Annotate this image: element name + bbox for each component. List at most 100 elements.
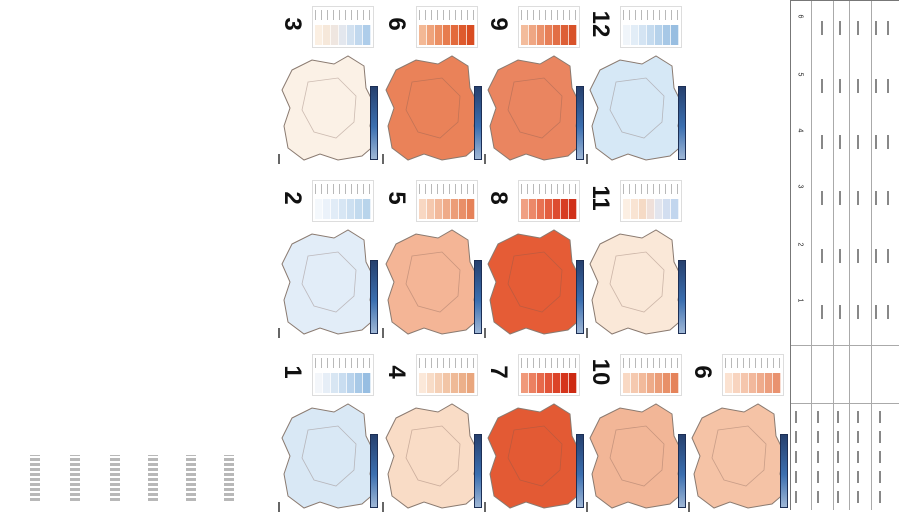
panel-number: 2	[279, 191, 306, 205]
north-scale-bar	[678, 434, 686, 508]
legend-swatch	[355, 199, 363, 219]
legend-swatch	[435, 373, 443, 393]
legend-ticks	[315, 10, 371, 20]
legend-ticks	[521, 358, 577, 368]
table-cell-value	[857, 79, 859, 93]
panel-number: 11	[587, 185, 614, 211]
legend-ticks	[725, 358, 781, 368]
legend-swatch	[363, 25, 371, 45]
table-label-text	[795, 411, 797, 423]
legend-swatch	[671, 25, 679, 45]
legend-swatch	[529, 25, 537, 45]
region-map	[589, 229, 685, 335]
legend-ticks	[623, 10, 679, 20]
legend-ticks	[419, 10, 475, 20]
legend-swatch	[339, 25, 347, 45]
color-legend	[518, 354, 580, 396]
legend-swatch	[315, 25, 323, 45]
legend-swatch	[569, 373, 577, 393]
panel-number: 6	[689, 365, 716, 379]
contour-line	[405, 77, 461, 139]
north-scale-bar	[370, 86, 378, 160]
map-panel-9: 9	[484, 4, 594, 179]
table-header-cell: 3	[796, 184, 804, 189]
scale-tick	[278, 502, 280, 512]
legend-swatch	[537, 199, 545, 219]
table-cell-value	[857, 191, 859, 205]
north-scale-bar	[678, 86, 686, 160]
legend-swatch	[725, 373, 733, 393]
contour-line	[405, 425, 461, 487]
table-cell-value	[839, 21, 841, 35]
scale-tick	[586, 328, 588, 338]
region-map	[487, 55, 583, 161]
table-header-cell: 5	[796, 72, 804, 77]
legend-swatch	[363, 373, 371, 393]
scale-tick	[278, 328, 280, 338]
text-line	[110, 455, 120, 501]
table-cell-value	[875, 191, 877, 205]
legend-swatch	[663, 373, 671, 393]
table-cell-value	[821, 249, 823, 263]
region-map	[281, 229, 377, 335]
panel-number: 9	[485, 17, 512, 31]
legend-swatch	[323, 373, 331, 393]
legend-swatch	[663, 25, 671, 45]
panel-number: 5	[383, 191, 410, 205]
table-label-text	[795, 451, 797, 463]
legend-swatch	[355, 25, 363, 45]
legend-ticks	[521, 10, 577, 20]
table-label-text	[817, 451, 819, 463]
legend-ticks	[315, 184, 371, 194]
map-panel-13: 6	[688, 352, 798, 527]
legend-swatch	[671, 199, 679, 219]
north-scale-bar	[678, 260, 686, 334]
legend-swatch	[545, 25, 553, 45]
north-scale-bar	[576, 260, 584, 334]
table-cell-value	[887, 191, 889, 205]
text-line	[148, 455, 158, 501]
legend-swatch	[331, 373, 339, 393]
table-cell-value	[857, 21, 859, 35]
legend-swatch	[427, 373, 435, 393]
region-map	[281, 55, 377, 161]
panel-number: 7	[485, 365, 512, 379]
contour-line	[609, 425, 665, 487]
legend-swatch	[347, 199, 355, 219]
map-panel-7: 7	[484, 352, 594, 527]
table-cell-value	[887, 135, 889, 149]
table-cell-value	[887, 79, 889, 93]
map-panel-12: 12	[586, 4, 696, 179]
legend-swatch	[545, 373, 553, 393]
north-scale-bar	[370, 434, 378, 508]
table-column-rule	[871, 1, 872, 510]
legend-swatch	[331, 25, 339, 45]
north-scale-bar	[474, 86, 482, 160]
legend-swatch	[419, 25, 427, 45]
table-label-text	[879, 491, 881, 503]
color-legend	[416, 180, 478, 222]
north-scale-bar	[780, 434, 788, 508]
legend-swatch	[363, 199, 371, 219]
table-label-text	[857, 471, 859, 483]
legend-swatch	[553, 199, 561, 219]
table-cell-value	[857, 305, 859, 319]
table-label-text	[879, 411, 881, 423]
north-scale-bar	[474, 434, 482, 508]
color-legend	[416, 354, 478, 396]
legend-swatch	[467, 25, 475, 45]
color-legend	[518, 6, 580, 48]
region-outline	[281, 55, 377, 161]
table-cell-value	[875, 305, 877, 319]
legend-swatch	[569, 25, 577, 45]
scale-tick	[688, 502, 690, 512]
scale-tick	[586, 154, 588, 164]
table-cell-value	[839, 191, 841, 205]
table-column-rule	[849, 1, 850, 510]
panel-number: 1	[279, 365, 306, 379]
region-map	[487, 403, 583, 509]
table-label-text	[837, 431, 839, 443]
scale-tick	[484, 154, 486, 164]
map-panel-6: 6	[382, 4, 492, 179]
